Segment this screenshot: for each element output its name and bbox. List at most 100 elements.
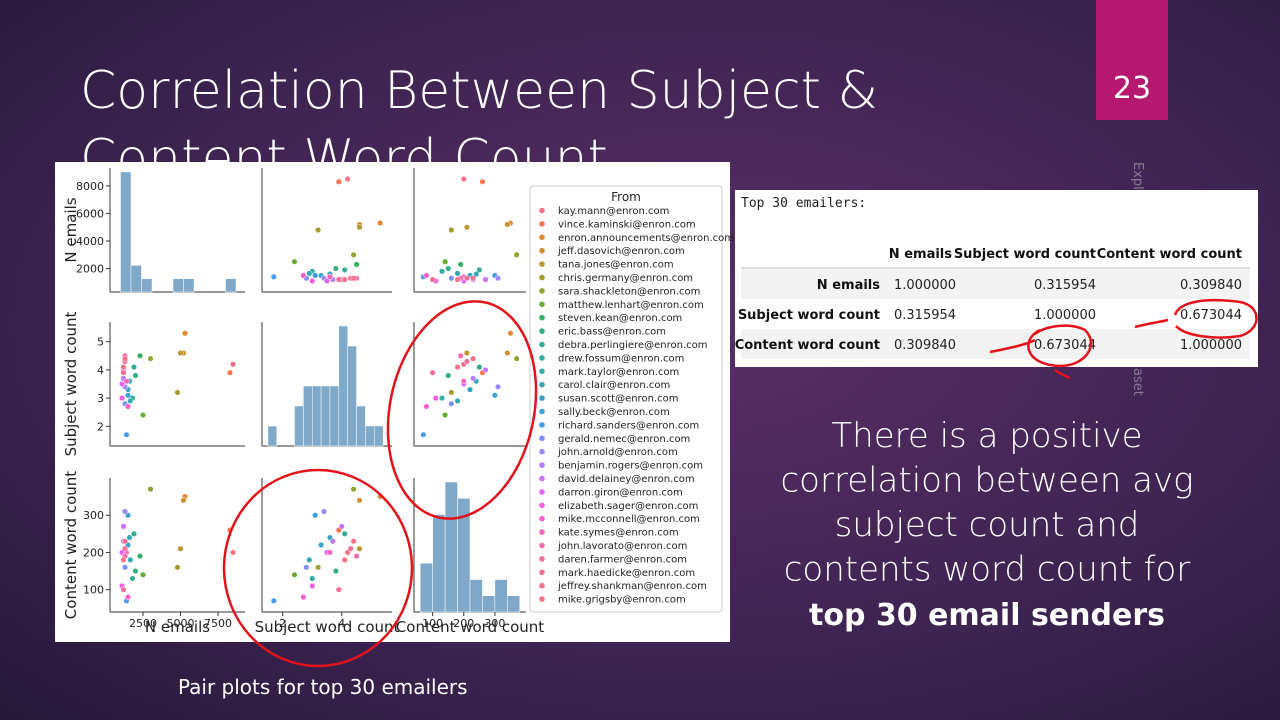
legend-label: matthew.lenhart@enron.com xyxy=(558,300,704,311)
legend-marker xyxy=(539,569,545,576)
scatter-point xyxy=(291,258,298,265)
scatter-point xyxy=(306,556,313,563)
y-tick-label: 200 xyxy=(83,546,104,559)
scatter-point xyxy=(326,273,334,280)
y-tick-label: 6000 xyxy=(76,207,104,220)
scatter-point xyxy=(118,395,126,402)
scatter-point xyxy=(341,276,348,283)
legend-label: kate.symes@enron.com xyxy=(558,528,679,539)
table-cell: 0.309840 xyxy=(894,338,956,353)
table-cell: 1.000000 xyxy=(1034,308,1096,323)
scatter-point xyxy=(177,349,184,357)
scatter-point xyxy=(312,512,319,519)
scatter-point xyxy=(445,372,452,379)
scatter-point xyxy=(504,221,511,228)
legend-label: mark.taylor@enron.com xyxy=(558,367,679,378)
legend-label: vince.kaminski@enron.com xyxy=(558,219,696,230)
table-cell: 1.000000 xyxy=(894,278,956,293)
scatter-point xyxy=(513,251,520,258)
x-tick-label: 100 xyxy=(422,617,443,630)
legend-marker xyxy=(539,314,545,321)
scatter-point xyxy=(226,369,234,376)
scatter-point xyxy=(306,270,313,277)
legend-label: david.delainey@enron.com xyxy=(558,474,695,485)
scatter-point xyxy=(147,486,154,493)
scatter-point xyxy=(448,389,455,396)
scatter-point xyxy=(174,389,181,396)
scatter-point xyxy=(350,538,357,545)
scatter-point xyxy=(479,178,486,185)
scatter-point xyxy=(457,352,464,359)
legend-label: john.arnold@enron.com xyxy=(557,447,678,458)
x-tick-label: 2500 xyxy=(129,617,157,630)
scatter-point xyxy=(377,220,384,227)
scatter-point xyxy=(429,369,436,376)
scatter-point xyxy=(126,534,133,541)
scatter-point xyxy=(120,556,127,563)
legend-label: enron.announcements@enron.com xyxy=(558,233,734,244)
scatter-point xyxy=(504,349,511,357)
legend-marker xyxy=(539,274,545,281)
scatter-point xyxy=(463,224,470,231)
legend-marker xyxy=(539,368,545,375)
scatter-point xyxy=(448,275,455,282)
legend-label: eric.bass@enron.com xyxy=(558,327,666,338)
histogram-bar xyxy=(347,345,357,447)
scatter-point xyxy=(454,364,461,371)
histogram-bar xyxy=(320,385,331,447)
scatter-point xyxy=(177,545,184,552)
scatter-point xyxy=(448,226,455,234)
scatter-point xyxy=(445,265,452,272)
scatter-point xyxy=(335,276,342,283)
scatter-point xyxy=(118,380,126,388)
scatter-point xyxy=(438,395,446,402)
legend-label: richard.sanders@enron.com xyxy=(558,420,699,431)
legend-marker xyxy=(539,221,545,227)
scatter-point xyxy=(350,251,357,258)
legend-marker xyxy=(539,489,545,495)
scribble xyxy=(989,324,1093,380)
legend-marker xyxy=(539,475,545,482)
legend-marker xyxy=(539,247,545,254)
histogram-bar xyxy=(507,595,521,613)
x-tick-label: 200 xyxy=(453,617,474,630)
scatter-point xyxy=(300,272,307,279)
scatter-point xyxy=(180,497,187,504)
table-cell: 0.315954 xyxy=(894,308,956,323)
legend-marker xyxy=(539,542,545,549)
legend-label: benjamin.rogers@enron.com xyxy=(558,461,703,472)
x-tick-label: 7500 xyxy=(204,617,232,630)
scatter-point xyxy=(341,556,348,563)
legend-marker xyxy=(539,288,545,294)
scatter-point xyxy=(463,358,470,365)
side-text: Explo xyxy=(1130,162,1145,198)
scatter-point xyxy=(136,352,144,359)
y-tick-label: 300 xyxy=(83,509,104,522)
legend-box xyxy=(529,185,723,613)
table-cell: 0.309840 xyxy=(1180,278,1242,293)
x-tick-label: 5000 xyxy=(167,617,195,630)
scatter-point xyxy=(476,364,483,371)
histogram-bar xyxy=(183,278,195,293)
scatter-point xyxy=(181,330,189,337)
scatter-point xyxy=(473,271,480,278)
scatter-point xyxy=(121,508,129,515)
x-tick-label: 300 xyxy=(484,617,505,630)
column-header: Subject word count xyxy=(954,247,1096,262)
x-tick-label: 4 xyxy=(338,617,345,630)
scatter-point xyxy=(124,392,132,399)
scatter-point xyxy=(448,400,455,407)
legend-label: kay.mann@enron.com xyxy=(558,206,669,217)
legend-marker xyxy=(539,529,545,535)
annotations xyxy=(222,299,1258,668)
histogram-bar xyxy=(303,385,313,447)
legend-marker xyxy=(539,207,545,214)
histogram-bar xyxy=(419,563,433,613)
scatter-point xyxy=(513,355,520,362)
scatter-point xyxy=(463,349,470,357)
scatter-point xyxy=(127,556,134,563)
scatter-point xyxy=(121,564,129,571)
